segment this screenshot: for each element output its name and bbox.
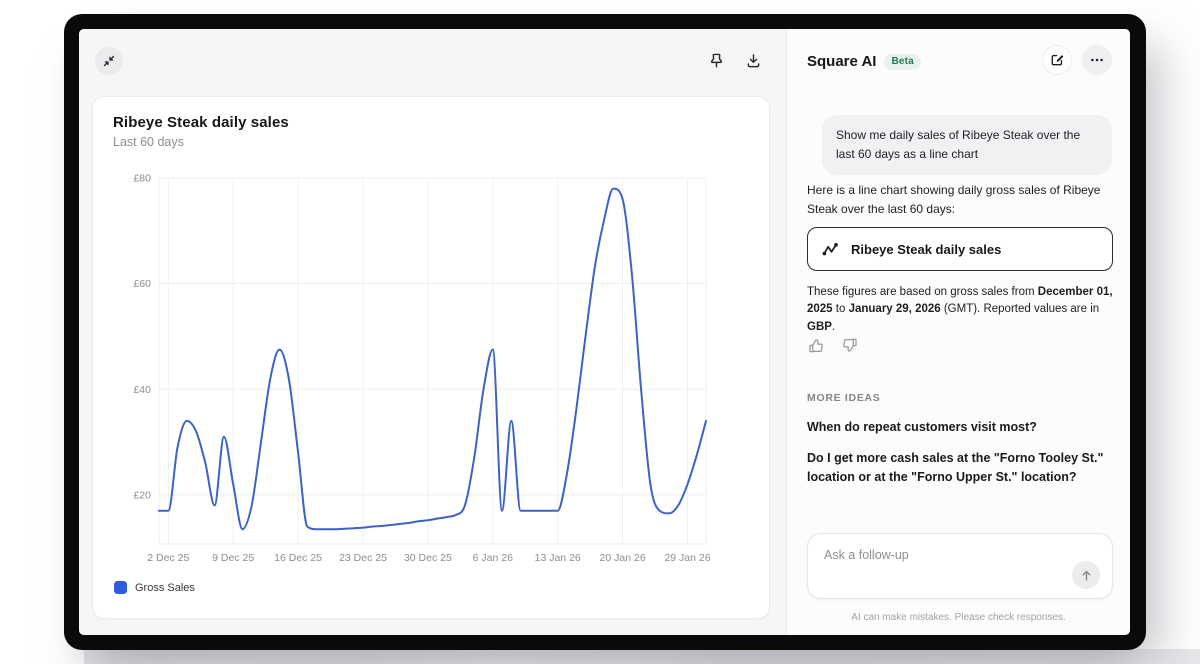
svg-text:13 Jan 26: 13 Jan 26	[535, 552, 581, 564]
feedback-buttons	[806, 336, 859, 354]
activity-chart-icon	[821, 240, 840, 259]
app-window: Ribeye Steak daily sales Last 60 days £2…	[79, 29, 1130, 635]
user-message-bubble: Show me daily sales of Ribeye Steak over…	[822, 115, 1112, 176]
suggestion-repeat-customers[interactable]: When do repeat customers visit most?	[807, 418, 1113, 437]
svg-text:2 Dec 25: 2 Dec 25	[147, 552, 189, 564]
ellipsis-icon	[1089, 52, 1105, 68]
desk-surface	[84, 649, 1200, 664]
thumbs-up-button[interactable]	[806, 336, 824, 354]
figures-note: These figures are based on gross sales f…	[807, 286, 1113, 333]
download-button[interactable]	[743, 51, 763, 71]
more-options-button[interactable]	[1082, 45, 1112, 75]
legend-label: Gross Sales	[135, 581, 195, 594]
line-chart-plot: £20 £40 £60 £80 2 Dec 25 9 Dec 25 16 Dec 25 23 …	[93, 167, 769, 567]
pin-icon	[707, 52, 726, 71]
ai-response-text: Here is a line chart showing daily gross…	[807, 183, 1101, 216]
new-chat-button[interactable]	[1042, 45, 1072, 75]
svg-text:29 Jan 26: 29 Jan 26	[664, 552, 710, 564]
thumbs-down-button[interactable]	[841, 336, 859, 354]
legend-swatch	[114, 581, 127, 594]
svg-text:16 Dec 25: 16 Dec 25	[274, 552, 322, 564]
chart-title: Ribeye Steak daily sales	[113, 114, 289, 131]
chart-subtitle: Last 60 days	[113, 135, 184, 149]
legend-item[interactable]: Gross Sales	[114, 581, 195, 594]
chart-card: Ribeye Steak daily sales Last 60 days £2…	[92, 96, 770, 619]
thumbs-down-icon	[842, 337, 859, 354]
collapse-icon	[101, 53, 117, 69]
beta-badge: Beta	[884, 53, 921, 70]
compose-icon	[1049, 52, 1065, 68]
svg-text:23 Dec 25: 23 Dec 25	[339, 552, 387, 564]
svg-text:£20: £20	[133, 489, 151, 501]
svg-text:£40: £40	[133, 384, 151, 396]
svg-text:6 Jan 26: 6 Jan 26	[473, 552, 513, 564]
svg-text:£80: £80	[133, 173, 151, 185]
monitor-bezel: Ribeye Steak daily sales Last 60 days £2…	[64, 14, 1146, 650]
panel-title-text: Square AI	[807, 53, 877, 70]
thumbs-up-icon	[807, 337, 824, 354]
send-up-arrow-icon	[1079, 568, 1094, 583]
followup-input-card	[807, 533, 1113, 599]
chart-link-label: Ribeye Steak daily sales	[851, 241, 1002, 257]
panel-title: Square AI Beta	[807, 53, 921, 70]
suggestion-cash-sales-location[interactable]: Do I get more cash sales at the "Forno T…	[807, 449, 1113, 488]
collapse-panel-button[interactable]	[95, 47, 123, 75]
ai-disclaimer: AI can make mistakes. Please check respo…	[851, 612, 1066, 623]
download-icon	[744, 52, 763, 71]
svg-text:30 Dec 25: 30 Dec 25	[404, 552, 452, 564]
followup-input[interactable]	[822, 546, 1066, 590]
more-ideas-label: MORE IDEAS	[807, 392, 881, 404]
svg-text:£60: £60	[133, 278, 151, 290]
chart-panel: Ribeye Steak daily sales Last 60 days £2…	[79, 29, 786, 635]
chart-link-card[interactable]: Ribeye Steak daily sales	[807, 227, 1113, 271]
send-button[interactable]	[1072, 561, 1100, 589]
pin-button[interactable]	[706, 51, 726, 71]
svg-text:20 Jan 26: 20 Jan 26	[600, 552, 646, 564]
square-ai-panel: Square AI Beta	[786, 29, 1130, 635]
svg-text:9 Dec 25: 9 Dec 25	[212, 552, 254, 564]
